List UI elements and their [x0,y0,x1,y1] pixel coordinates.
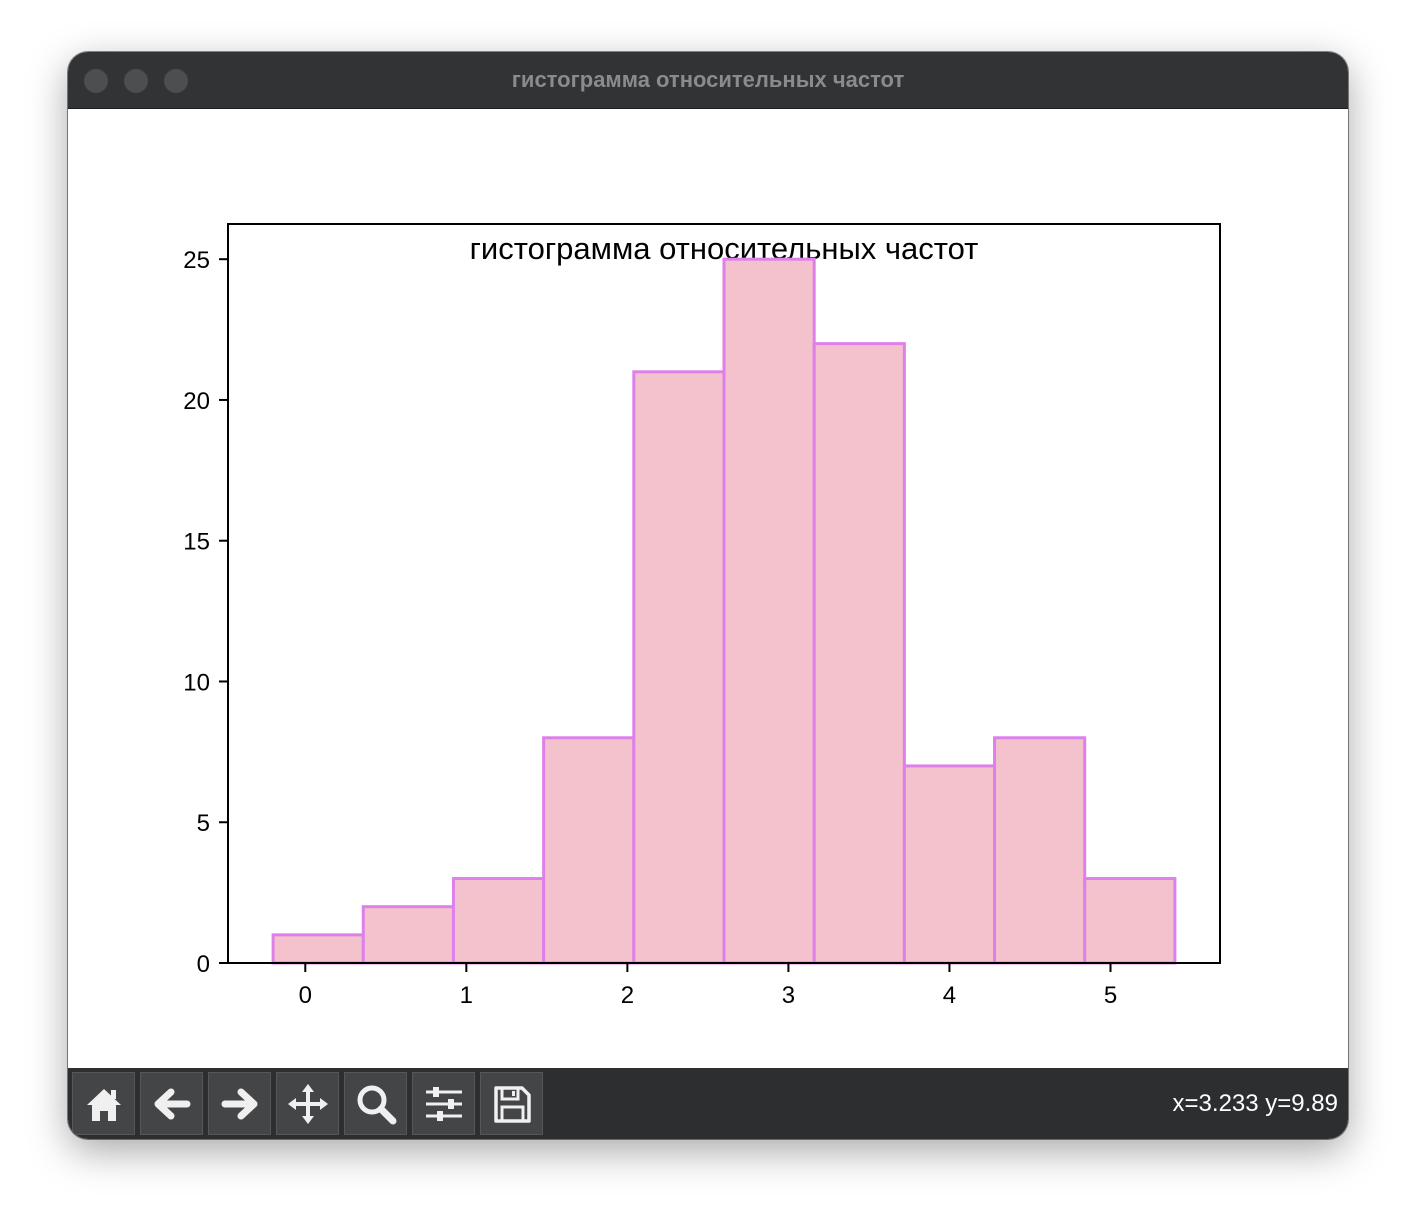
x-tick-label-3: 3 [782,982,795,1009]
cursor-coordinates: x=3.233 y=9.89 [1172,1090,1338,1117]
histogram-bar-8 [993,736,1087,965]
navigation-toolbar: x=3.233 y=9.89 [68,1068,1348,1139]
y-tick-label-5: 25 [183,247,210,274]
histogram-bar-7 [902,764,997,965]
y-tick-label-2: 10 [183,669,210,696]
close-window-button[interactable] [84,69,108,93]
y-tick-label-0: 0 [197,951,210,978]
y-tick-label-3: 15 [183,529,210,556]
window-title: гистограмма относительных частот [511,67,905,92]
back-button[interactable] [140,1072,203,1135]
configure-subplots-button[interactable] [412,1072,475,1135]
minimize-window-button[interactable] [124,69,148,93]
histogram-bar-2 [451,877,546,965]
bars-group [271,257,1177,965]
home-icon [87,1089,121,1121]
histogram-chart: гистограмма относительных частот 0 1 2 3 4 50… [183,223,1221,1009]
pan-button[interactable] [276,1072,339,1135]
pan-icon [288,1084,328,1124]
plot-window: гистограмма относительных частот гистогр… [68,52,1348,1139]
histogram-bar-9 [1083,877,1177,965]
histogram-bar-3 [542,736,636,965]
histogram-bar-0 [271,933,365,965]
save-button[interactable] [480,1072,543,1135]
forward-arrow-icon [221,1088,258,1120]
zoom-window-button[interactable] [164,69,188,93]
y-tick-label-4: 20 [183,388,210,415]
x-tick-label-2: 2 [621,982,634,1009]
title-bar: гистограмма относительных частот [68,52,1348,109]
histogram-bar-4 [632,370,726,965]
zoom-button[interactable] [344,1072,407,1135]
y-tick-label-1: 5 [197,810,210,837]
configure-subplots-icon [426,1087,462,1121]
home-button[interactable] [72,1072,135,1135]
save-icon [494,1086,531,1123]
x-tick-label-1: 1 [460,982,473,1009]
back-arrow-icon [154,1088,191,1120]
ticks-group: 0 1 2 3 4 5 0 5 10 15 20 25 [183,247,1117,1009]
forward-button[interactable] [208,1072,271,1135]
histogram-bar-6 [812,342,906,965]
x-tick-label-5: 5 [1104,982,1117,1009]
histogram-bar-5 [722,257,816,965]
zoom-icon [357,1085,397,1125]
axes-frame [227,223,1221,964]
x-tick-label-4: 4 [943,982,956,1009]
histogram-bar-1 [361,905,455,965]
x-tick-label-0: 0 [299,982,312,1009]
